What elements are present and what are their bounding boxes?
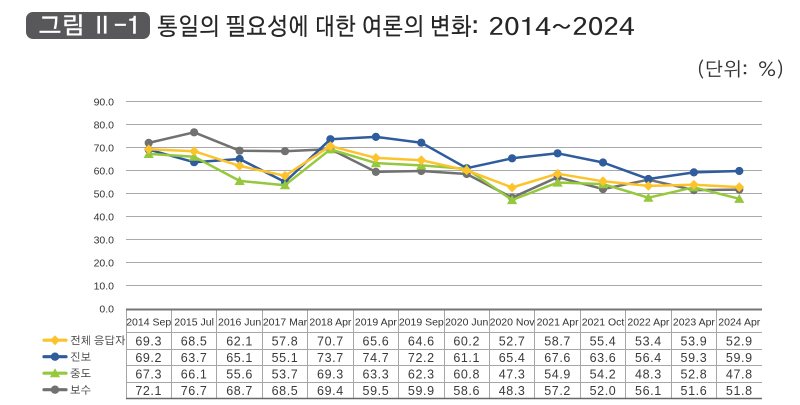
svg-text:48.3: 48.3 — [499, 384, 526, 398]
svg-text:65.1: 65.1 — [226, 351, 253, 365]
svg-text:60.8: 60.8 — [453, 367, 480, 381]
svg-text:57.2: 57.2 — [544, 384, 571, 398]
svg-text:65.6: 65.6 — [363, 334, 390, 348]
svg-text:30.0: 30.0 — [94, 235, 115, 247]
svg-text:68.5: 68.5 — [272, 384, 299, 398]
svg-text:57.8: 57.8 — [272, 334, 299, 348]
svg-text:2018 Apr: 2018 Apr — [309, 317, 352, 329]
svg-text:59.5: 59.5 — [363, 384, 390, 398]
svg-text:2023 Apr: 2023 Apr — [673, 317, 716, 329]
svg-text:69.2: 69.2 — [135, 351, 162, 365]
svg-text:2020 Nov: 2020 Nov — [490, 317, 536, 329]
svg-text:60.0: 60.0 — [94, 166, 115, 178]
svg-text:68.5: 68.5 — [181, 334, 208, 348]
svg-text:55.4: 55.4 — [590, 334, 617, 348]
svg-text:2020 Jun: 2020 Jun — [445, 317, 488, 329]
svg-text:69.4: 69.4 — [317, 384, 344, 398]
svg-text:52.8: 52.8 — [681, 367, 708, 381]
svg-text:2019 Sep: 2019 Sep — [399, 317, 444, 329]
svg-text:54.9: 54.9 — [544, 367, 571, 381]
svg-text:2022 Apr: 2022 Apr — [627, 317, 670, 329]
svg-text:74.7: 74.7 — [363, 351, 390, 365]
svg-text:65.4: 65.4 — [499, 351, 526, 365]
svg-text:62.1: 62.1 — [226, 334, 253, 348]
svg-text:69.3: 69.3 — [135, 334, 162, 348]
svg-text:58.7: 58.7 — [544, 334, 571, 348]
svg-text:59.9: 59.9 — [408, 384, 435, 398]
svg-text:80.0: 80.0 — [94, 120, 115, 132]
svg-text:2019 Apr: 2019 Apr — [355, 317, 398, 329]
svg-text:2015 Jul: 2015 Jul — [174, 317, 214, 329]
svg-text:68.7: 68.7 — [226, 384, 253, 398]
svg-text:56.4: 56.4 — [635, 351, 662, 365]
svg-text:10.0: 10.0 — [94, 281, 115, 293]
svg-text:2021 Oct: 2021 Oct — [582, 317, 625, 329]
svg-text:53.7: 53.7 — [272, 367, 299, 381]
svg-text:56.1: 56.1 — [635, 384, 662, 398]
svg-text:72.1: 72.1 — [135, 384, 162, 398]
svg-text:51.8: 51.8 — [726, 384, 753, 398]
svg-text:62.3: 62.3 — [408, 367, 435, 381]
svg-text:20.0: 20.0 — [94, 258, 115, 270]
svg-text:54.2: 54.2 — [590, 367, 617, 381]
svg-text:63.7: 63.7 — [181, 351, 208, 365]
svg-text:90.0: 90.0 — [94, 97, 115, 109]
svg-text:47.8: 47.8 — [726, 367, 753, 381]
svg-text:55.6: 55.6 — [226, 367, 253, 381]
svg-text:76.7: 76.7 — [181, 384, 208, 398]
svg-text:52.7: 52.7 — [499, 334, 526, 348]
svg-text:52.0: 52.0 — [590, 384, 617, 398]
svg-text:52.9: 52.9 — [726, 334, 753, 348]
svg-text:73.7: 73.7 — [317, 351, 344, 365]
svg-text:55.1: 55.1 — [272, 351, 299, 365]
svg-text:40.0: 40.0 — [94, 212, 115, 224]
svg-text:51.6: 51.6 — [681, 384, 708, 398]
svg-text:67.6: 67.6 — [544, 351, 571, 365]
svg-text:69.3: 69.3 — [317, 367, 344, 381]
svg-text:70.0: 70.0 — [94, 143, 115, 155]
svg-text:67.3: 67.3 — [135, 367, 162, 381]
svg-text:2021 Apr: 2021 Apr — [537, 317, 580, 329]
svg-text:72.2: 72.2 — [408, 351, 435, 365]
svg-text:63.3: 63.3 — [363, 367, 390, 381]
svg-text:66.1: 66.1 — [181, 367, 208, 381]
svg-text:59.3: 59.3 — [681, 351, 708, 365]
svg-text:47.3: 47.3 — [499, 367, 526, 381]
svg-text:53.4: 53.4 — [635, 334, 662, 348]
svg-text:60.2: 60.2 — [453, 334, 480, 348]
svg-text:53.9: 53.9 — [681, 334, 708, 348]
svg-text:48.3: 48.3 — [635, 367, 662, 381]
svg-text:61.1: 61.1 — [453, 351, 480, 365]
svg-text:58.6: 58.6 — [453, 384, 480, 398]
svg-text:2016 Jun: 2016 Jun — [218, 317, 261, 329]
svg-text:2024 Apr: 2024 Apr — [718, 317, 761, 329]
svg-text:50.0: 50.0 — [94, 189, 115, 201]
svg-text:70.7: 70.7 — [317, 334, 344, 348]
svg-text:2014 Sep: 2014 Sep — [126, 317, 171, 329]
svg-text:59.9: 59.9 — [726, 351, 753, 365]
svg-text:63.6: 63.6 — [590, 351, 617, 365]
svg-text:64.6: 64.6 — [408, 334, 435, 348]
svg-text:0.0: 0.0 — [99, 304, 114, 316]
svg-text:2017 Mar: 2017 Mar — [263, 317, 308, 329]
